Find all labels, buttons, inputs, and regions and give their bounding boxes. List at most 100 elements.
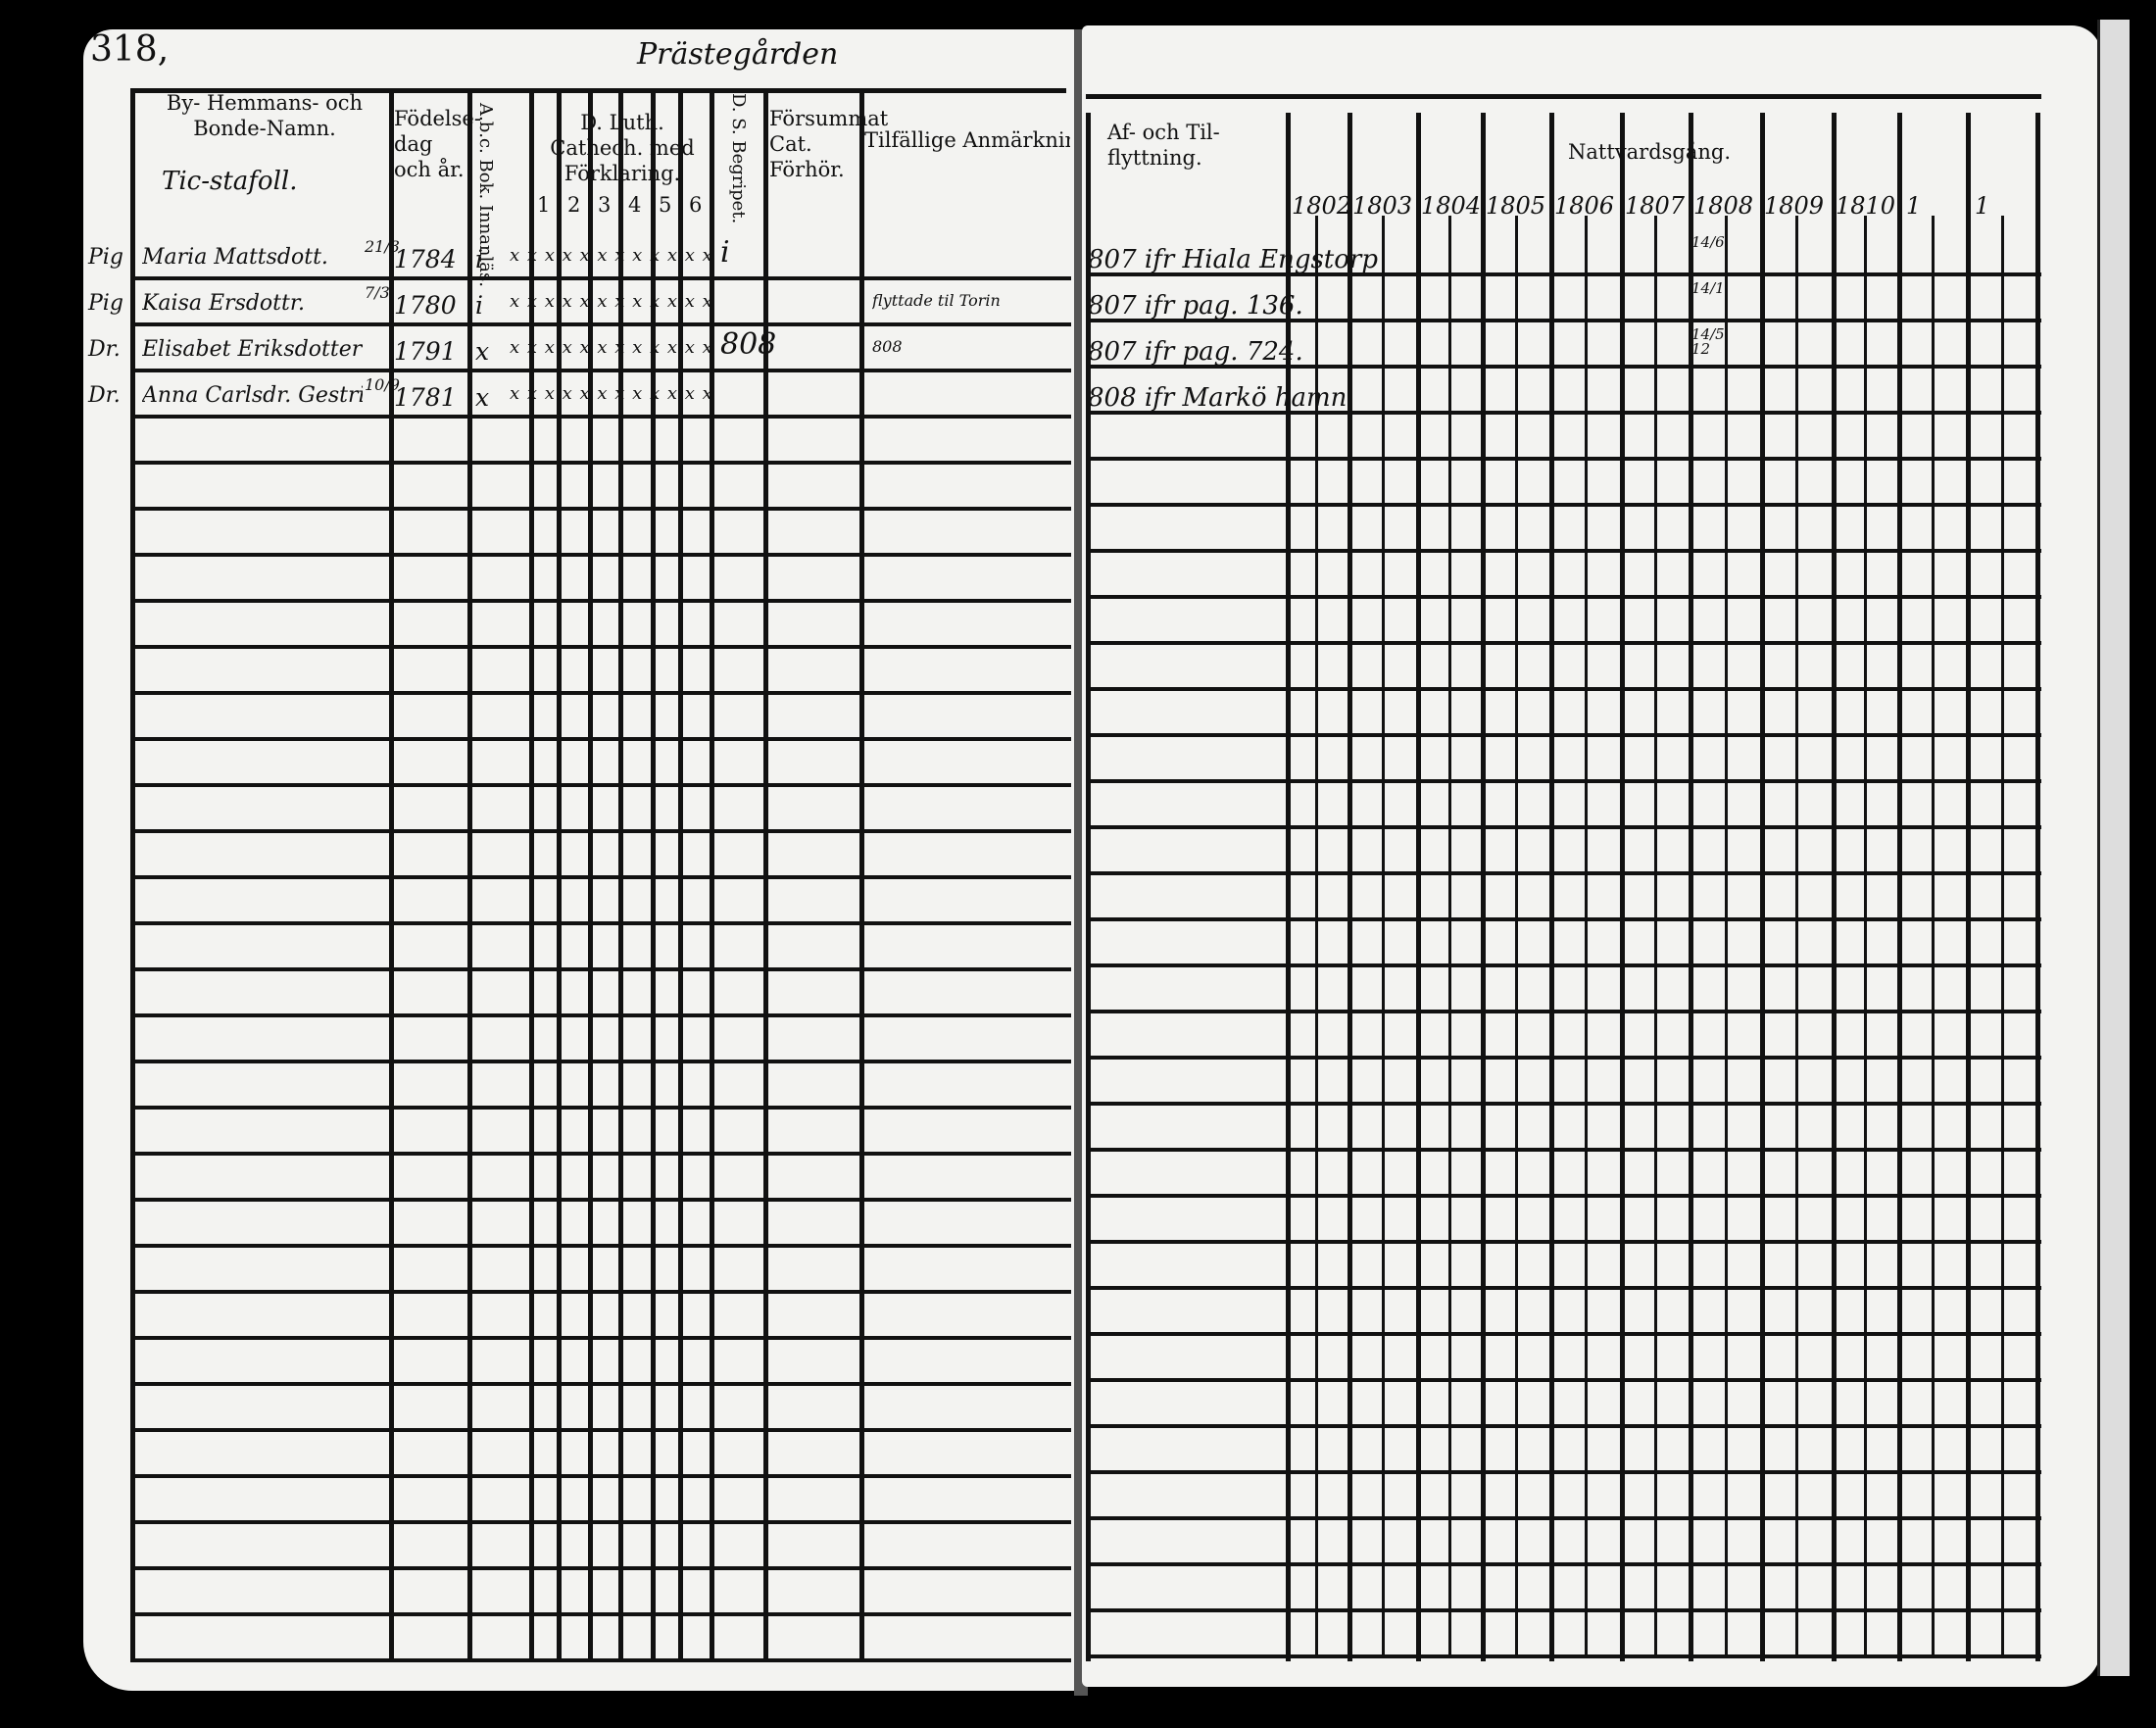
catechism-marks: x x x x x x x x x x x x	[510, 291, 713, 312]
move-entry: 807 ifr Hiala Engstorp	[1088, 245, 1378, 274]
row-rule	[130, 276, 1071, 280]
row-rule	[1086, 1010, 2041, 1013]
row-rule	[1086, 871, 2041, 875]
year-1810: 1810	[1836, 192, 1896, 220]
row-rule	[1086, 1102, 2041, 1106]
column-rule	[1585, 216, 1588, 1656]
header-name: By- Hemmans- och Bonde-Namn.	[166, 91, 364, 140]
column-rule	[651, 90, 656, 1658]
row-rule	[1086, 1194, 2041, 1198]
column-rule	[859, 90, 864, 1658]
row-rule	[1086, 687, 2041, 691]
column-rule	[2035, 113, 2040, 1661]
column-rule	[1654, 216, 1657, 1656]
row-rule	[1086, 1562, 2041, 1566]
catechism-col-5: 5	[659, 193, 672, 217]
birth-day: 10/9	[365, 375, 400, 394]
column-rule	[467, 90, 472, 1658]
column-rule	[1966, 113, 1971, 1661]
row-rule	[1086, 595, 2041, 599]
row-rule	[1086, 457, 2041, 461]
row-rule	[130, 1152, 1071, 1156]
column-rule	[618, 90, 623, 1658]
communion-1808: 14/5 12	[1691, 325, 1725, 358]
year-1805: 1805	[1486, 192, 1546, 220]
row-rule	[130, 829, 1071, 833]
birth-year: 1784	[394, 245, 457, 273]
row-rule	[1086, 1378, 2041, 1382]
column-rule	[710, 90, 714, 1658]
row-rule	[130, 1290, 1071, 1294]
column-rule	[1286, 113, 1291, 1661]
person-name: Anna Carlsdr. Gestrin	[142, 383, 363, 408]
row-rule	[1086, 549, 2041, 553]
ds-mark: i	[720, 235, 730, 270]
column-rule	[529, 90, 534, 1658]
person-name: Elisabet Eriksdotter	[142, 337, 363, 362]
year-1807: 1807	[1625, 192, 1686, 220]
column-rule	[1864, 216, 1867, 1656]
column-rule	[1515, 216, 1518, 1656]
page-edge	[2097, 20, 2130, 1676]
header-communion: Nattvardsgång.	[1568, 140, 1732, 164]
row-rule	[1086, 1516, 2041, 1520]
row-rule	[130, 737, 1071, 741]
birth-day: 21/3	[365, 237, 400, 256]
header-catechism: D. Luth. Cathech. med Förklaring.	[550, 111, 695, 185]
row-rule	[130, 783, 1071, 787]
communion-1808: 14/1	[1691, 279, 1725, 297]
person-name: Kaisa Ersdottr.	[142, 291, 305, 316]
row-rule	[130, 691, 1071, 695]
row-rule	[1086, 779, 2041, 783]
row-rule	[1086, 411, 2041, 415]
column-rule	[1382, 216, 1385, 1656]
move-entry: 808 ifr Markö hamn	[1088, 383, 1348, 413]
row-rule	[1086, 1286, 2041, 1290]
row-rule	[130, 967, 1071, 971]
birth-year: 1781	[394, 383, 457, 412]
header-remarks: Tilfällige Anmärkningar.	[864, 128, 1070, 152]
column-rule	[678, 90, 683, 1658]
row-rule	[130, 1106, 1071, 1110]
row-rule	[130, 645, 1071, 649]
row-rule	[130, 1013, 1071, 1017]
place-heading: Prästegården	[637, 37, 839, 72]
communion-1808: 14/6	[1691, 233, 1725, 251]
row-rule	[1086, 365, 2041, 369]
column-rule	[1795, 216, 1798, 1656]
row-rule	[1086, 1056, 2041, 1060]
column-rule	[1932, 216, 1935, 1656]
row-rule	[1086, 272, 2041, 276]
row-prefix: Dr.	[88, 337, 121, 362]
row-rule	[130, 1198, 1071, 1202]
row-rule	[1086, 503, 2041, 507]
row-rule	[1086, 1240, 2041, 1244]
catechism-marks: x x x x x x x x x x x x	[510, 245, 713, 266]
row-rule	[130, 1566, 1071, 1570]
row-rule	[1086, 825, 2041, 829]
row-prefix: Pig	[88, 291, 123, 316]
column-rule	[389, 90, 394, 1658]
move-entry: 807 ifr pag. 136.	[1088, 291, 1303, 321]
row-rule	[130, 1428, 1071, 1432]
remark: 808	[872, 337, 903, 356]
row-rule	[1086, 319, 2041, 322]
catechism-marks: x x x x x x x x x x x x	[510, 337, 713, 358]
abc-mark: i	[475, 245, 483, 273]
catechism-col-2: 2	[567, 193, 581, 217]
row-rule	[1086, 1654, 2041, 1658]
column-rule	[2001, 216, 2004, 1656]
row-rule	[130, 1382, 1071, 1386]
row-rule	[1086, 1332, 2041, 1336]
row-prefix: Pig	[88, 245, 123, 270]
left-page	[83, 29, 1079, 1691]
column-rule	[1481, 113, 1486, 1661]
column-rule	[1725, 216, 1728, 1656]
column-rule	[130, 90, 135, 1658]
year-1803: 1803	[1352, 192, 1413, 220]
year-1802: 1802	[1292, 192, 1352, 220]
row-rule	[1086, 917, 2041, 921]
birth-year: 1780	[394, 291, 457, 320]
catechism-col-1: 1	[537, 193, 551, 217]
column-rule	[1897, 113, 1902, 1661]
